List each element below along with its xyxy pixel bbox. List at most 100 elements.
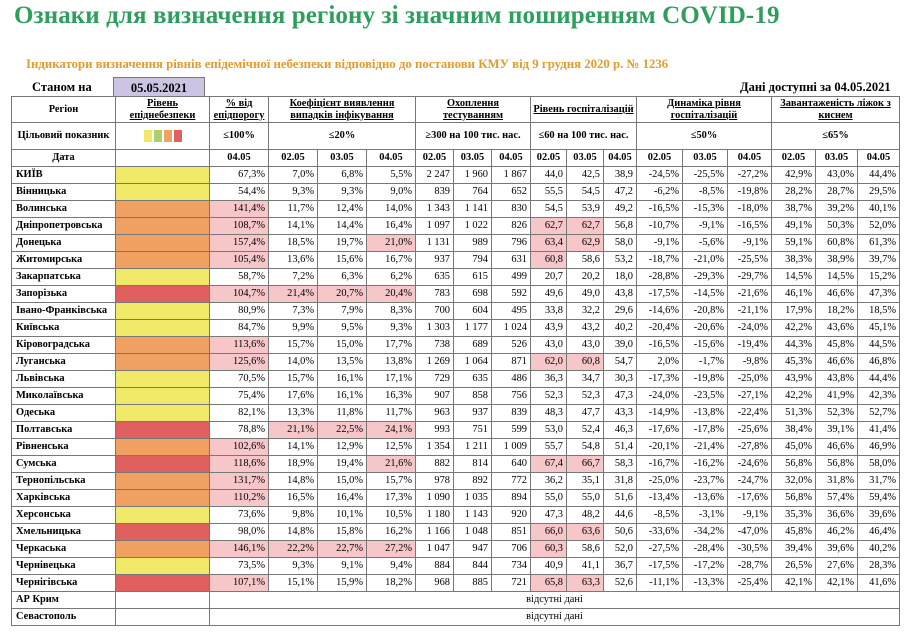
pct-cell: 84,7% <box>209 319 269 337</box>
date-cell: 02.05 <box>771 149 816 167</box>
hosp-cell: 62,7 <box>566 217 604 235</box>
testing-cell: 937 <box>453 404 492 422</box>
beds-cell: 45,3% <box>771 353 816 371</box>
date-cell: 04.05 <box>603 149 637 167</box>
detection-cell: 11,8% <box>317 404 367 422</box>
detection-cell: 6,2% <box>366 268 416 286</box>
detection-cell: 12,5% <box>366 438 416 456</box>
hosp-cell: 49,0 <box>566 285 604 303</box>
pct-cell: 108,7% <box>209 217 269 235</box>
level-indicator <box>115 166 210 184</box>
beds-cell: 43,9% <box>771 370 816 388</box>
beds-cell: 38,9% <box>815 251 858 269</box>
hosp-cell: 43,9 <box>530 319 567 337</box>
dynamics-cell: -25,5% <box>682 166 728 184</box>
hosp-cell: 43,3 <box>603 404 637 422</box>
detection-cell: 16,4% <box>366 217 416 235</box>
hosp-cell: 38,9 <box>603 166 637 184</box>
region-name: КИЇВ <box>11 166 116 184</box>
dynamics-cell: -6,2% <box>636 183 683 201</box>
hosp-cell: 51,4 <box>603 438 637 456</box>
beds-cell: 42,1% <box>771 574 816 592</box>
beds-cell: 40,2% <box>857 540 900 558</box>
region-name: Чернівецька <box>11 557 116 575</box>
testing-cell: 1 177 <box>453 319 492 337</box>
detection-cell: 17,7% <box>366 336 416 354</box>
beds-cell: 44,4% <box>857 166 900 184</box>
dynamics-cell: -13,6% <box>682 489 728 507</box>
detection-cell: 15,1% <box>268 574 318 592</box>
hosp-cell: 50,6 <box>603 523 637 541</box>
beds-cell: 43,8% <box>815 370 858 388</box>
detection-cell: 15,7% <box>366 472 416 490</box>
dynamics-cell: -17,5% <box>636 557 683 575</box>
state-date: 05.05.2021 <box>113 77 205 97</box>
detection-cell: 14,8% <box>268 472 318 490</box>
region-name: АР Крим <box>11 591 116 609</box>
beds-cell: 46,9% <box>857 438 900 456</box>
table-row: Київська 84,7% 9,9% 9,5% 9,3% 1 303 1 177 1 024… <box>11 319 900 337</box>
testing-cell: 1 269 <box>415 353 454 371</box>
dynamics-cell: -21,1% <box>727 302 772 320</box>
beds-cell: 46,4% <box>857 523 900 541</box>
dynamics-cell: -17,6% <box>636 421 683 439</box>
beds-cell: 45,8% <box>815 336 858 354</box>
beds-cell: 46,6% <box>815 285 858 303</box>
hosp-cell: 54,5 <box>530 200 567 218</box>
detection-cell: 9,3% <box>317 183 367 201</box>
hosp-cell: 33,8 <box>530 302 567 320</box>
dynamics-cell: -1,7% <box>682 353 728 371</box>
dynamics-cell: -10,7% <box>636 217 683 235</box>
beds-cell: 42,2% <box>771 319 816 337</box>
beds-cell: 44,4% <box>857 370 900 388</box>
target-swatches <box>115 122 210 150</box>
testing-cell: 1 097 <box>415 217 454 235</box>
pct-cell: 141,4% <box>209 200 269 218</box>
testing-cell: 2 247 <box>415 166 454 184</box>
hosp-cell: 58,0 <box>603 234 637 252</box>
testing-cell: 615 <box>453 268 492 286</box>
detection-cell: 7,9% <box>317 302 367 320</box>
data-available-label: Дані доступні за 04.05.2021 <box>740 80 891 94</box>
level-indicator <box>115 234 210 252</box>
hosp-cell: 48,3 <box>530 404 567 422</box>
region-name: Херсонська <box>11 506 116 524</box>
detection-cell: 10,5% <box>366 506 416 524</box>
hosp-cell: 62,0 <box>530 353 567 371</box>
detection-cell: 17,1% <box>366 370 416 388</box>
table-row: Чернігівська 107,1% 15,1% 15,9% 18,2% 968 885 7… <box>11 574 900 592</box>
pct-cell: 75,4% <box>209 387 269 405</box>
beds-cell: 57,4% <box>815 489 858 507</box>
hosp-cell: 55,0 <box>530 489 567 507</box>
region-name: Житомирська <box>11 251 116 269</box>
header-hosp-level: Рівень госпіталізацій <box>530 96 637 123</box>
header-pct: % від епідпорогу <box>209 96 269 123</box>
beds-cell: 59,1% <box>771 234 816 252</box>
dynamics-cell: -18,7% <box>636 251 683 269</box>
beds-cell: 52,3% <box>815 404 858 422</box>
detection-cell: 18,9% <box>268 455 318 473</box>
hosp-cell: 60,8 <box>566 353 604 371</box>
hosp-cell: 40,9 <box>530 557 567 575</box>
pct-cell: 73,6% <box>209 506 269 524</box>
dynamics-cell: -17,8% <box>682 421 728 439</box>
table-row: Луганська 125,6% 14,0% 13,5% 13,8% 1 269 1 064… <box>11 353 900 371</box>
beds-cell: 40,1% <box>857 200 900 218</box>
date-cell: 04.05 <box>727 149 772 167</box>
testing-cell: 1 960 <box>453 166 492 184</box>
date-cell: 03.05 <box>682 149 728 167</box>
target-hosp: ≤60 на 100 тис. нас. <box>530 122 637 150</box>
level-indicator <box>115 574 210 592</box>
detection-cell: 19,4% <box>317 455 367 473</box>
detection-cell: 21,1% <box>268 421 318 439</box>
testing-cell: 1 131 <box>415 234 454 252</box>
no-data-cell: відсутні дані <box>209 591 900 609</box>
hosp-cell: 36,3 <box>530 370 567 388</box>
testing-cell: 871 <box>491 353 531 371</box>
beds-cell: 45,1% <box>857 319 900 337</box>
testing-cell: 907 <box>415 387 454 405</box>
testing-cell: 640 <box>491 455 531 473</box>
level-indicator <box>115 455 210 473</box>
hosp-cell: 54,5 <box>566 183 604 201</box>
hosp-cell: 39,0 <box>603 336 637 354</box>
